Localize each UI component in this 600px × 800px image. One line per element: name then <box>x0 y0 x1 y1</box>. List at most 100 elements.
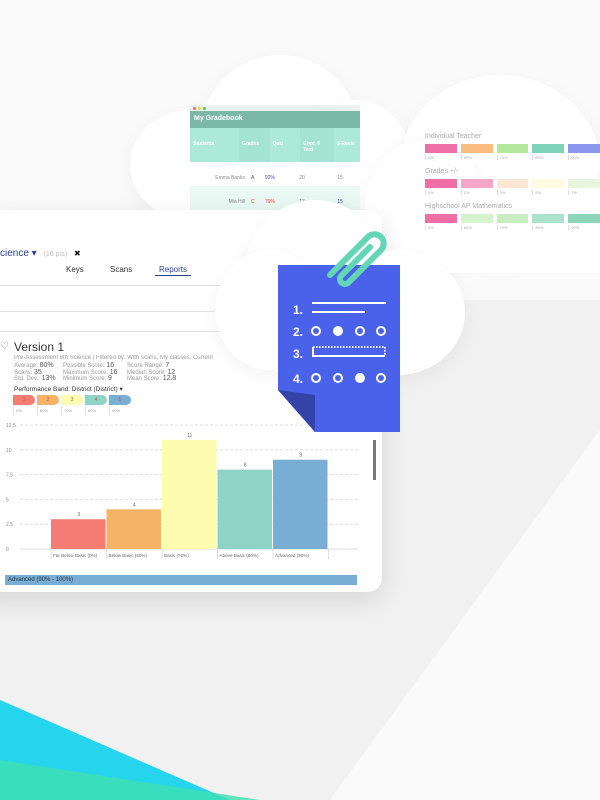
stat-row: Possible Score: 16 <box>63 362 115 369</box>
scale-band: 5% <box>532 179 565 195</box>
band-pct: 90% <box>568 155 600 160</box>
performance-band-dropdown[interactable]: Performance Band: District (District) ▾ <box>14 386 123 393</box>
stats-col-1: Average: 80% Scans: 35 Std. Dev.: 13% <box>14 362 56 383</box>
heart-icon[interactable]: ♡ <box>0 341 9 352</box>
bar[interactable] <box>217 469 273 549</box>
bar[interactable] <box>51 519 106 549</box>
scale-band: 0% <box>425 144 457 160</box>
scale-band: 80% <box>532 214 565 230</box>
grade-pct: 79% <box>265 199 276 205</box>
tab-scans[interactable]: Scans <box>110 265 133 274</box>
band-swatch <box>496 179 529 188</box>
band-swatch <box>425 214 457 223</box>
band-pct: 80% <box>532 225 564 230</box>
scrollbar[interactable] <box>373 440 376 480</box>
band-pct: 70% <box>496 225 529 230</box>
band-pct: 70% <box>496 155 529 160</box>
tab-keys[interactable]: Keys <box>66 265 84 274</box>
quiz-score: 20 <box>299 175 305 181</box>
band-swatch <box>496 144 529 153</box>
grade: A <box>251 175 255 181</box>
x-tick-label: Below Basic (60%) <box>109 553 148 558</box>
band-swatch <box>532 214 565 223</box>
band-pct: 0% <box>425 155 457 160</box>
stat-row: Minimum Score: 9 <box>63 375 112 382</box>
scale-label: Grades +/- <box>425 168 459 175</box>
band-swatch <box>460 179 493 188</box>
band-chip[interactable]: 4 80% <box>85 395 107 415</box>
scale-label: Highschool AP Mathematics <box>425 203 513 210</box>
y-tick-label: 10 <box>6 448 12 454</box>
divider <box>0 331 380 332</box>
scale-band: 70% <box>496 214 529 230</box>
tab-reports[interactable]: Reports <box>155 265 192 276</box>
close-icon[interactable]: ✖ <box>74 249 81 258</box>
column-header[interactable]: Quiz <box>272 141 284 147</box>
version-title: Version 1 <box>14 340 65 354</box>
band-pct: 1% <box>460 190 493 195</box>
report-subtitle: Pre-Assessment 6th Science | Filtered by… <box>14 355 213 361</box>
column-header[interactable]: Students <box>193 141 215 147</box>
scale-band: 90% <box>568 144 600 160</box>
x-tick-label: Far Below Basic (0%) <box>53 553 98 558</box>
item-number: 1. <box>293 303 303 317</box>
band-swatch <box>425 179 457 188</box>
gradebook-title: My Gradebook <box>190 111 360 128</box>
stat-row: Average: 80% <box>14 362 54 369</box>
data-label: 9 <box>299 453 302 459</box>
stat-row: Mean Score: 12.8 <box>127 375 177 382</box>
data-label: 3 <box>77 512 80 518</box>
stat-row: Median Score: 12 <box>127 368 176 376</box>
data-label: 4 <box>133 502 136 508</box>
scale-band: 0% <box>425 214 457 230</box>
bar[interactable] <box>162 439 217 549</box>
table-row[interactable]: Emma Banks A 92% 20 15 <box>190 162 360 186</box>
band-pct: 7% <box>568 190 600 195</box>
band-swatch <box>460 144 493 153</box>
band-chip[interactable]: 5 90% <box>109 395 131 415</box>
scale-band: 7% <box>568 179 600 195</box>
band-pct: 90% <box>568 225 600 230</box>
y-tick-label: 5 <box>6 497 9 503</box>
band-pct: 80% <box>532 155 564 160</box>
scale-band: 3% <box>496 179 529 195</box>
band-pct: 5% <box>532 190 564 195</box>
window-titlebar <box>190 105 360 111</box>
grade-pct: 92% <box>265 175 276 181</box>
column-header[interactable]: Grades <box>238 128 270 162</box>
scale-band: 70% <box>496 144 529 160</box>
scale-band: 80% <box>532 144 565 160</box>
stat-row: Maximum Score: 16 <box>63 368 118 376</box>
band-chip[interactable]: 2 60% <box>37 395 59 415</box>
student-name: Emma Banks <box>215 175 245 181</box>
divider <box>0 311 380 312</box>
selected-band-bar[interactable]: Advanced (90% - 100%) <box>5 575 357 585</box>
x-tick-label: Basic (70%) <box>164 553 189 558</box>
points-label: (16 pts) <box>43 251 68 258</box>
scale-band: 0% <box>425 179 457 195</box>
data-label: 11 <box>187 433 192 439</box>
scale-band: 90% <box>568 214 600 230</box>
band-swatch <box>496 214 529 223</box>
test-score: 15 <box>337 199 343 205</box>
bar[interactable] <box>273 459 328 549</box>
assessment-header: cience ▾ (16 pts) ✖ <box>0 248 81 259</box>
student-name: Mia Hill <box>228 199 245 205</box>
bar[interactable] <box>106 509 162 549</box>
scale-label: Individual Teacher <box>425 133 482 140</box>
band-pct: 60% <box>460 225 493 230</box>
subject-dropdown[interactable]: cience ▾ <box>0 248 37 259</box>
stat-row: Score Range: 7 <box>127 362 170 369</box>
band-chip[interactable]: 1 0% <box>13 395 35 415</box>
scale-swatches[interactable]: 0% 1% 3% 5% 7% <box>425 179 600 195</box>
band-swatch <box>568 179 600 188</box>
grade: C <box>251 199 255 205</box>
column-header[interactable]: Chpt. 6 Test <box>300 128 335 162</box>
band-pct: 0% <box>425 225 457 230</box>
band-pct: 60% <box>460 155 493 160</box>
scale-band: 1% <box>460 179 493 195</box>
scale-swatches[interactable]: 0% 60% 70% 80% 90% <box>425 144 600 160</box>
band-chip[interactable]: 3 70% <box>61 395 83 415</box>
column-header[interactable]: 6 Revie <box>337 141 355 147</box>
scale-swatches[interactable]: 0% 60% 70% 80% 90% <box>425 214 600 230</box>
